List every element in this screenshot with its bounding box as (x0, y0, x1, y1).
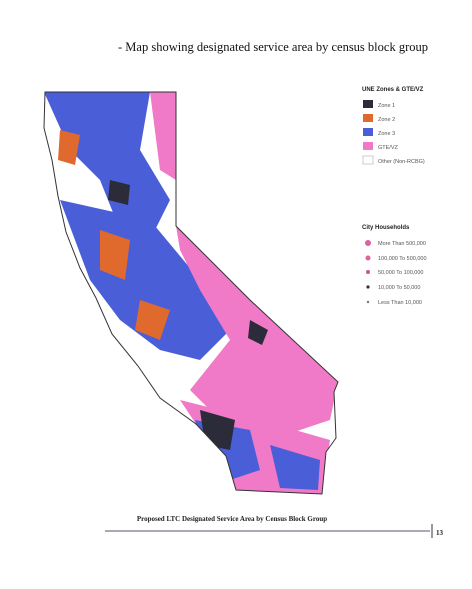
legend-title: City Households (362, 225, 410, 231)
map-title: - Map showing designated service area by… (118, 40, 428, 54)
households-legend: City Households More Than 500,000 100,00… (362, 225, 427, 306)
symbol (366, 300, 370, 304)
map (44, 92, 338, 494)
swatch (363, 128, 373, 136)
legend-item: Zone 3 (378, 131, 395, 137)
symbol (365, 240, 371, 246)
swatch (363, 142, 373, 150)
page-number: 13 (436, 529, 444, 537)
symbol (365, 255, 371, 261)
symbol (366, 285, 370, 289)
legend-item: 10,000 To 50,000 (378, 285, 420, 291)
legend-item: More Than 500,000 (378, 241, 426, 247)
state-outline (43, 91, 339, 495)
swatch (363, 100, 373, 108)
legend-item: Less Than 10,000 (378, 300, 422, 306)
legend-item: Zone 1 (378, 103, 395, 109)
legend-title: UNE Zones & GTE/VZ (362, 87, 424, 93)
symbol (366, 270, 370, 274)
zones-legend: UNE Zones & GTE/VZ Zone 1 Zone 2 Zone 3 … (362, 87, 425, 165)
legend-item: Other (Non-RCBG) (378, 159, 425, 165)
legend-item: GTE/VZ (378, 145, 399, 151)
legend-item: 50,000 To 100,000 (378, 270, 423, 276)
swatch (363, 114, 373, 122)
legend-item: 100,000 To 500,000 (378, 256, 427, 262)
caption: Proposed LTC Designated Service Area by … (137, 515, 327, 523)
legend-item: Zone 2 (378, 117, 395, 123)
swatch (362, 155, 374, 165)
